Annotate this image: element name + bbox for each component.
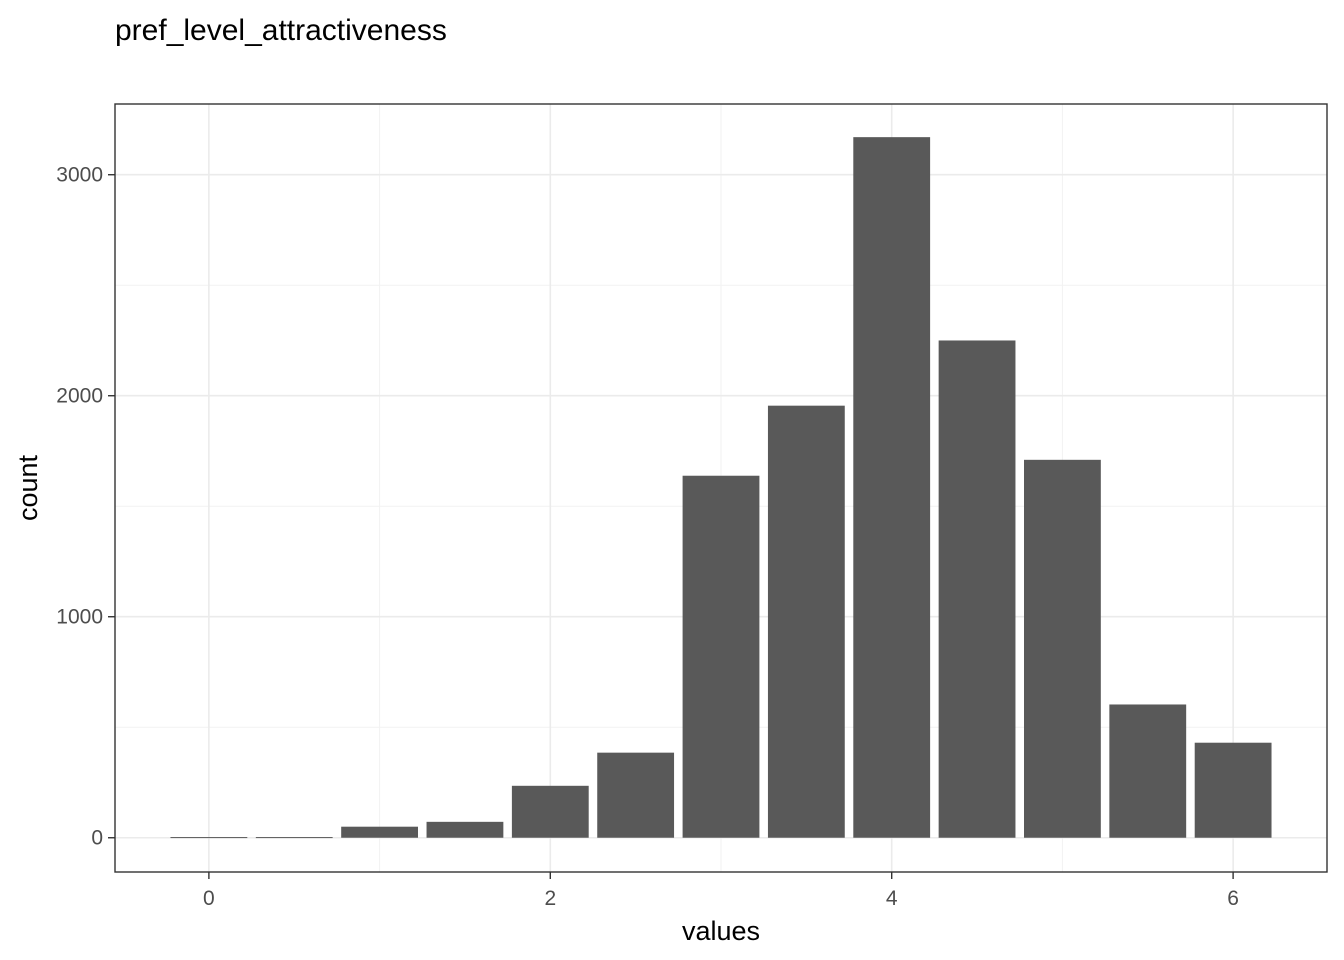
histogram-bar [938,340,1016,838]
chart-title: pref_level_attractiveness [115,14,447,47]
y-axis-label: count [13,454,43,521]
histogram-bar [597,752,675,838]
histogram-bar [767,405,845,838]
x-tick-label: 6 [1227,887,1239,910]
histogram-bar [511,785,589,838]
y-tick-label: 2000 [56,385,103,408]
y-tick-label: 1000 [56,606,103,629]
histogram-bar [1194,742,1272,838]
x-axis-label: values [682,916,760,946]
histogram-bar [1024,459,1101,838]
histogram-bar [1109,704,1187,838]
histogram-bar [170,837,248,839]
bars [170,137,1272,839]
x-tick-label: 4 [886,887,898,910]
y-tick-label: 0 [91,827,103,850]
histogram-bar [341,826,418,838]
panel-border [114,103,1328,873]
x-tick-label: 0 [203,887,215,910]
x-tick-label: 2 [544,887,556,910]
axes: 0 2 4 6 0 1000 2000 3000 [56,164,1239,910]
histogram-bar [426,821,504,838]
histogram-bar [682,475,760,838]
histogram-bar [255,837,333,839]
y-tick-label: 3000 [56,164,103,187]
histogram-bar [853,137,931,838]
